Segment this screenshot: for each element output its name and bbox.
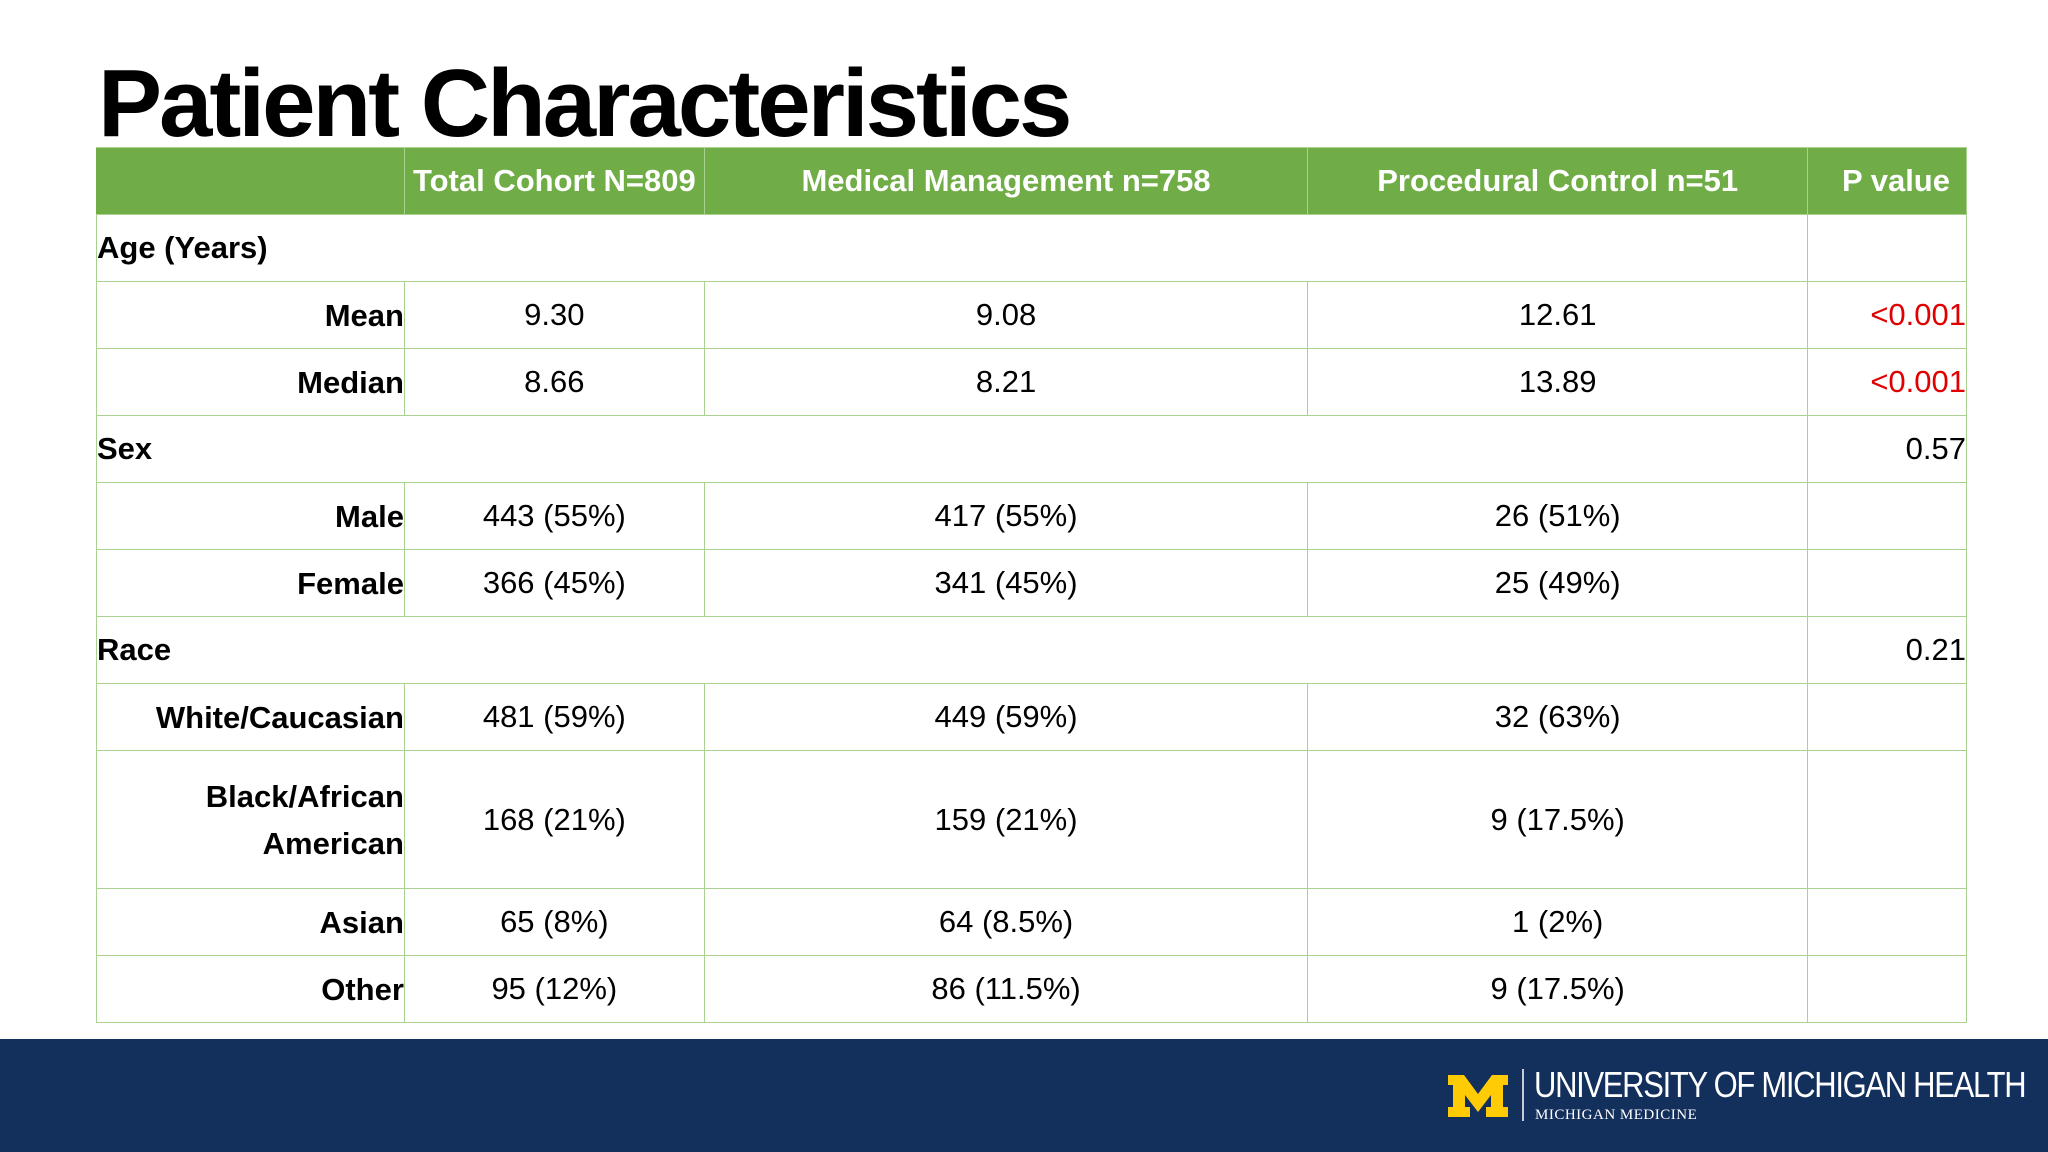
row-label: Median	[96, 348, 405, 416]
medical-management-cell: 86 (11.5%)	[703, 955, 1309, 1023]
medical-management-cell: 9.08	[703, 281, 1309, 349]
section-label: Race	[95, 616, 1809, 684]
procedural-control-cell: 9 (17.5%)	[1307, 955, 1809, 1023]
row-label: White/Caucasian	[96, 683, 405, 751]
p-value-cell	[1807, 888, 1967, 956]
p-value-cell	[1807, 549, 1967, 617]
p-value-cell	[1807, 955, 1967, 1023]
patient-characteristics-table: Total Cohort N=809 Medical Management n=…	[95, 147, 1967, 1023]
procedural-control-cell: 13.89	[1307, 348, 1809, 416]
table-row: Other 95 (12%) 86 (11.5%) 9 (17.5%)	[96, 955, 1967, 1023]
block-m-logo-icon	[1448, 1075, 1508, 1117]
total-cohort-cell: 168 (21%)	[403, 750, 705, 889]
row-label: Asian	[96, 888, 405, 956]
row-label: Male	[96, 482, 405, 550]
medical-management-cell: 64 (8.5%)	[703, 888, 1309, 956]
table-row: Median 8.66 8.21 13.89 <0.001	[96, 348, 1967, 416]
table-row: Male 443 (55%) 417 (55%) 26 (51%)	[96, 482, 1967, 550]
p-value-cell	[1807, 482, 1967, 550]
total-cohort-cell: 443 (55%)	[403, 482, 705, 550]
p-value-cell: <0.001	[1807, 281, 1967, 349]
row-label: Black/African American	[96, 750, 405, 889]
table-row: Black/African American 168 (21%) 159 (21…	[96, 750, 1967, 889]
header-label-empty	[96, 147, 405, 215]
p-value-cell: 0.57	[1807, 415, 1967, 483]
medical-management-cell: 159 (21%)	[703, 750, 1309, 889]
p-value-cell	[1807, 214, 1967, 282]
row-label: Other	[96, 955, 405, 1023]
section-row-age: Age (Years)	[95, 214, 1967, 282]
total-cohort-cell: 481 (59%)	[403, 683, 705, 751]
medical-management-cell: 8.21	[703, 348, 1309, 416]
total-cohort-cell: 8.66	[403, 348, 705, 416]
logo-wordmark: UNIVERSITY OF MICHIGAN HEALTH	[1534, 1064, 2027, 1105]
total-cohort-cell: 95 (12%)	[403, 955, 705, 1023]
procedural-control-cell: 12.61	[1307, 281, 1809, 349]
header-total-cohort: Total Cohort N=809	[403, 147, 705, 215]
medical-management-cell: 341 (45%)	[703, 549, 1309, 617]
total-cohort-cell: 9.30	[403, 281, 705, 349]
table-header-row: Total Cohort N=809 Medical Management n=…	[96, 147, 1967, 215]
section-label: Sex	[95, 415, 1809, 483]
p-value-cell	[1807, 750, 1967, 889]
footer-bar: UNIVERSITY OF MICHIGAN HEALTH MICHIGAN M…	[0, 1039, 2048, 1152]
procedural-control-cell: 9 (17.5%)	[1307, 750, 1809, 889]
table-row: Female 366 (45%) 341 (45%) 25 (49%)	[96, 549, 1967, 617]
medical-management-cell: 449 (59%)	[703, 683, 1309, 751]
total-cohort-cell: 65 (8%)	[403, 888, 705, 956]
row-label: Mean	[96, 281, 405, 349]
p-value-cell: 0.21	[1807, 616, 1967, 684]
procedural-control-cell: 32 (63%)	[1307, 683, 1809, 751]
logo-divider	[1522, 1069, 1524, 1121]
section-row-sex: Sex 0.57	[95, 415, 1967, 483]
table-row: Mean 9.30 9.08 12.61 <0.001	[96, 281, 1967, 349]
logo-subtitle: MICHIGAN MEDICINE	[1535, 1107, 1698, 1123]
section-row-race: Race 0.21	[95, 616, 1967, 684]
p-value-cell: <0.001	[1807, 348, 1967, 416]
header-p-value: P value	[1807, 147, 1967, 215]
procedural-control-cell: 25 (49%)	[1307, 549, 1809, 617]
header-procedural-control: Procedural Control n=51	[1307, 147, 1809, 215]
section-label: Age (Years)	[95, 214, 1809, 282]
medical-management-cell: 417 (55%)	[703, 482, 1309, 550]
procedural-control-cell: 1 (2%)	[1307, 888, 1809, 956]
header-medical-management: Medical Management n=758	[703, 147, 1309, 215]
page-title: Patient Characteristics	[98, 50, 1072, 157]
total-cohort-cell: 366 (45%)	[403, 549, 705, 617]
table-row: Asian 65 (8%) 64 (8.5%) 1 (2%)	[96, 888, 1967, 956]
row-label: Female	[96, 549, 405, 617]
p-value-cell	[1807, 683, 1967, 751]
table-row: White/Caucasian 481 (59%) 449 (59%) 32 (…	[96, 683, 1967, 751]
procedural-control-cell: 26 (51%)	[1307, 482, 1809, 550]
